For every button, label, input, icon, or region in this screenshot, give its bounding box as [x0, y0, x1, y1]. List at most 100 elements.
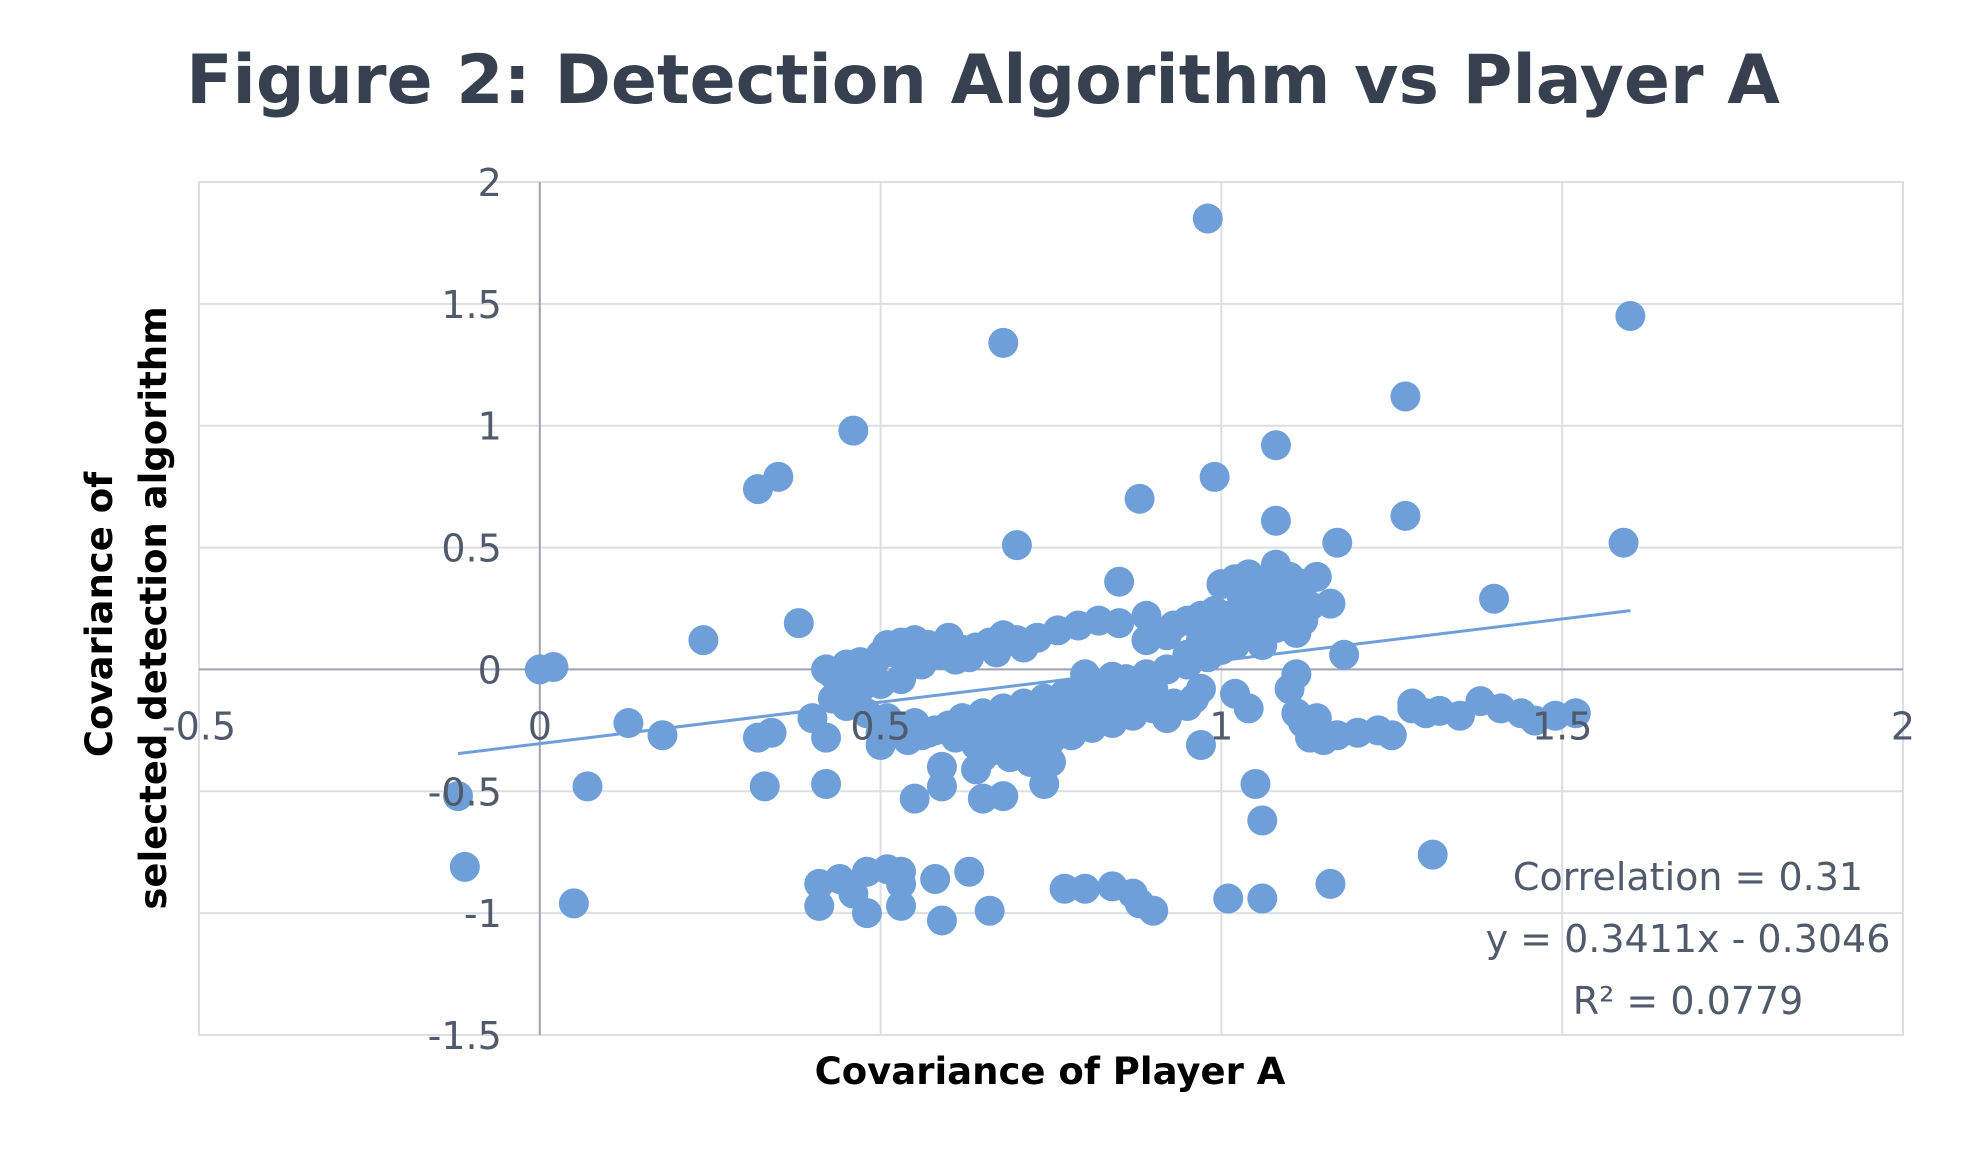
y-tick-label: 0.5: [441, 527, 501, 571]
scatter-point: [783, 608, 814, 639]
y-tick-label: -1: [464, 892, 502, 936]
scatter-point: [1029, 710, 1060, 741]
scatter-point: [1070, 873, 1101, 904]
annotation-r-squared: R² = 0.0779: [1573, 979, 1804, 1023]
scatter-point: [981, 637, 1012, 668]
scatter-point: [1151, 703, 1182, 734]
scatter-point: [1151, 620, 1182, 651]
x-tick-label: 1.5: [1532, 704, 1592, 748]
scatter-point: [967, 742, 998, 773]
scatter-point: [926, 751, 957, 782]
data-points: [443, 203, 1646, 936]
scatter-point: [954, 642, 985, 673]
y-tick-label: 2: [478, 161, 502, 205]
scatter-point: [954, 856, 985, 887]
scatter-point: [1213, 883, 1244, 914]
annotation-correlation: Correlation = 0.31: [1513, 855, 1863, 899]
scatter-point: [443, 781, 474, 812]
x-tick-label: 0: [528, 704, 552, 748]
scatter-point: [1301, 703, 1332, 734]
scatter-point: [886, 868, 917, 899]
scatter-point: [1322, 527, 1353, 558]
scatter-point: [1390, 500, 1421, 531]
scatter-point: [926, 905, 957, 936]
scatter-point: [851, 898, 882, 929]
scatter-point: [1390, 381, 1421, 412]
x-tick-label: -0.5: [162, 704, 236, 748]
scatter-point: [749, 771, 780, 802]
scatter-point: [811, 768, 842, 799]
scatter-point: [1104, 566, 1135, 597]
axes: [199, 182, 1903, 1035]
scatter-point: [742, 474, 773, 505]
y-axis-title-line-2: selected detection algorithm: [132, 306, 175, 909]
scatter-point: [1172, 639, 1203, 670]
scatter-point: [1315, 868, 1346, 899]
scatter-point: [1260, 505, 1291, 536]
scatter-point: [1247, 883, 1278, 914]
scatter-point: [1288, 605, 1319, 636]
scatter-point: [558, 888, 589, 919]
scatter-point: [811, 722, 842, 753]
y-axis-title-line-1: Covariance of: [78, 471, 121, 757]
scatter-point: [1138, 673, 1169, 704]
scatter-point: [1233, 693, 1264, 724]
scatter-point: [1301, 561, 1332, 592]
scatter-point: [647, 720, 678, 751]
y-tick-label: 1: [478, 405, 502, 449]
scatter-point: [838, 415, 869, 446]
scatter-point: [804, 868, 835, 899]
scatter-point: [688, 625, 719, 656]
scatter-point: [995, 742, 1026, 773]
x-axis-title: Covariance of Player A: [815, 1050, 1286, 1093]
scatter-point: [1608, 527, 1639, 558]
chart-title: Figure 2: Detection Algorithm vs Player …: [186, 41, 1780, 120]
scatter-point: [756, 717, 787, 748]
scatter-point: [572, 771, 603, 802]
scatter-point: [1001, 530, 1032, 561]
scatter-point: [613, 708, 644, 739]
scatter-point: [1560, 698, 1591, 729]
y-axis-title: Covariance of selected detection algorit…: [78, 306, 175, 909]
y-tick-label: 1.5: [441, 283, 501, 327]
annotation-equation: y = 0.3411x - 0.3046: [1486, 917, 1891, 961]
scatter-point: [538, 651, 569, 682]
scatter-point: [1192, 203, 1223, 234]
y-tick-label: 0: [478, 648, 502, 692]
scatter-point: [1110, 683, 1141, 714]
scatter-point: [1008, 632, 1039, 663]
scatter-point: [1479, 583, 1510, 614]
scatter-point: [1240, 768, 1271, 799]
x-tick-label: 1: [1209, 704, 1233, 748]
scatter-point: [1329, 639, 1360, 670]
scatter-point: [1376, 720, 1407, 751]
scatter-point: [1247, 805, 1278, 836]
scatter-point: [1138, 895, 1169, 926]
scatter-point: [926, 639, 957, 670]
x-tick-label: 0.5: [850, 704, 910, 748]
scatter-point: [886, 890, 917, 921]
scatter-point: [920, 864, 951, 895]
scatter-point: [1185, 729, 1216, 760]
scatter-point: [1070, 659, 1101, 690]
scatter-point: [1199, 461, 1230, 492]
scatter-point: [1097, 661, 1128, 692]
scatter-point: [1615, 301, 1646, 332]
scatter-point: [804, 890, 835, 921]
scatter-point: [1274, 673, 1305, 704]
scatter-point: [1104, 608, 1135, 639]
scatter-point: [913, 717, 944, 748]
scatter-point: [974, 703, 1005, 734]
scatter-point: [899, 783, 930, 814]
trendline-annotation: Correlation = 0.31 y = 0.3411x - 0.3046 …: [1486, 855, 1891, 1023]
scatter-point: [988, 781, 1019, 812]
scatter-point: [974, 895, 1005, 926]
scatter-point: [988, 327, 1019, 358]
scatter-point: [1315, 588, 1346, 619]
y-tick-label: -1.5: [428, 1014, 502, 1058]
y-tick-label: -0.5: [428, 770, 502, 814]
scatter-point: [1417, 839, 1448, 870]
scatter-point: [1260, 430, 1291, 461]
x-tick-label: 2: [1891, 704, 1915, 748]
